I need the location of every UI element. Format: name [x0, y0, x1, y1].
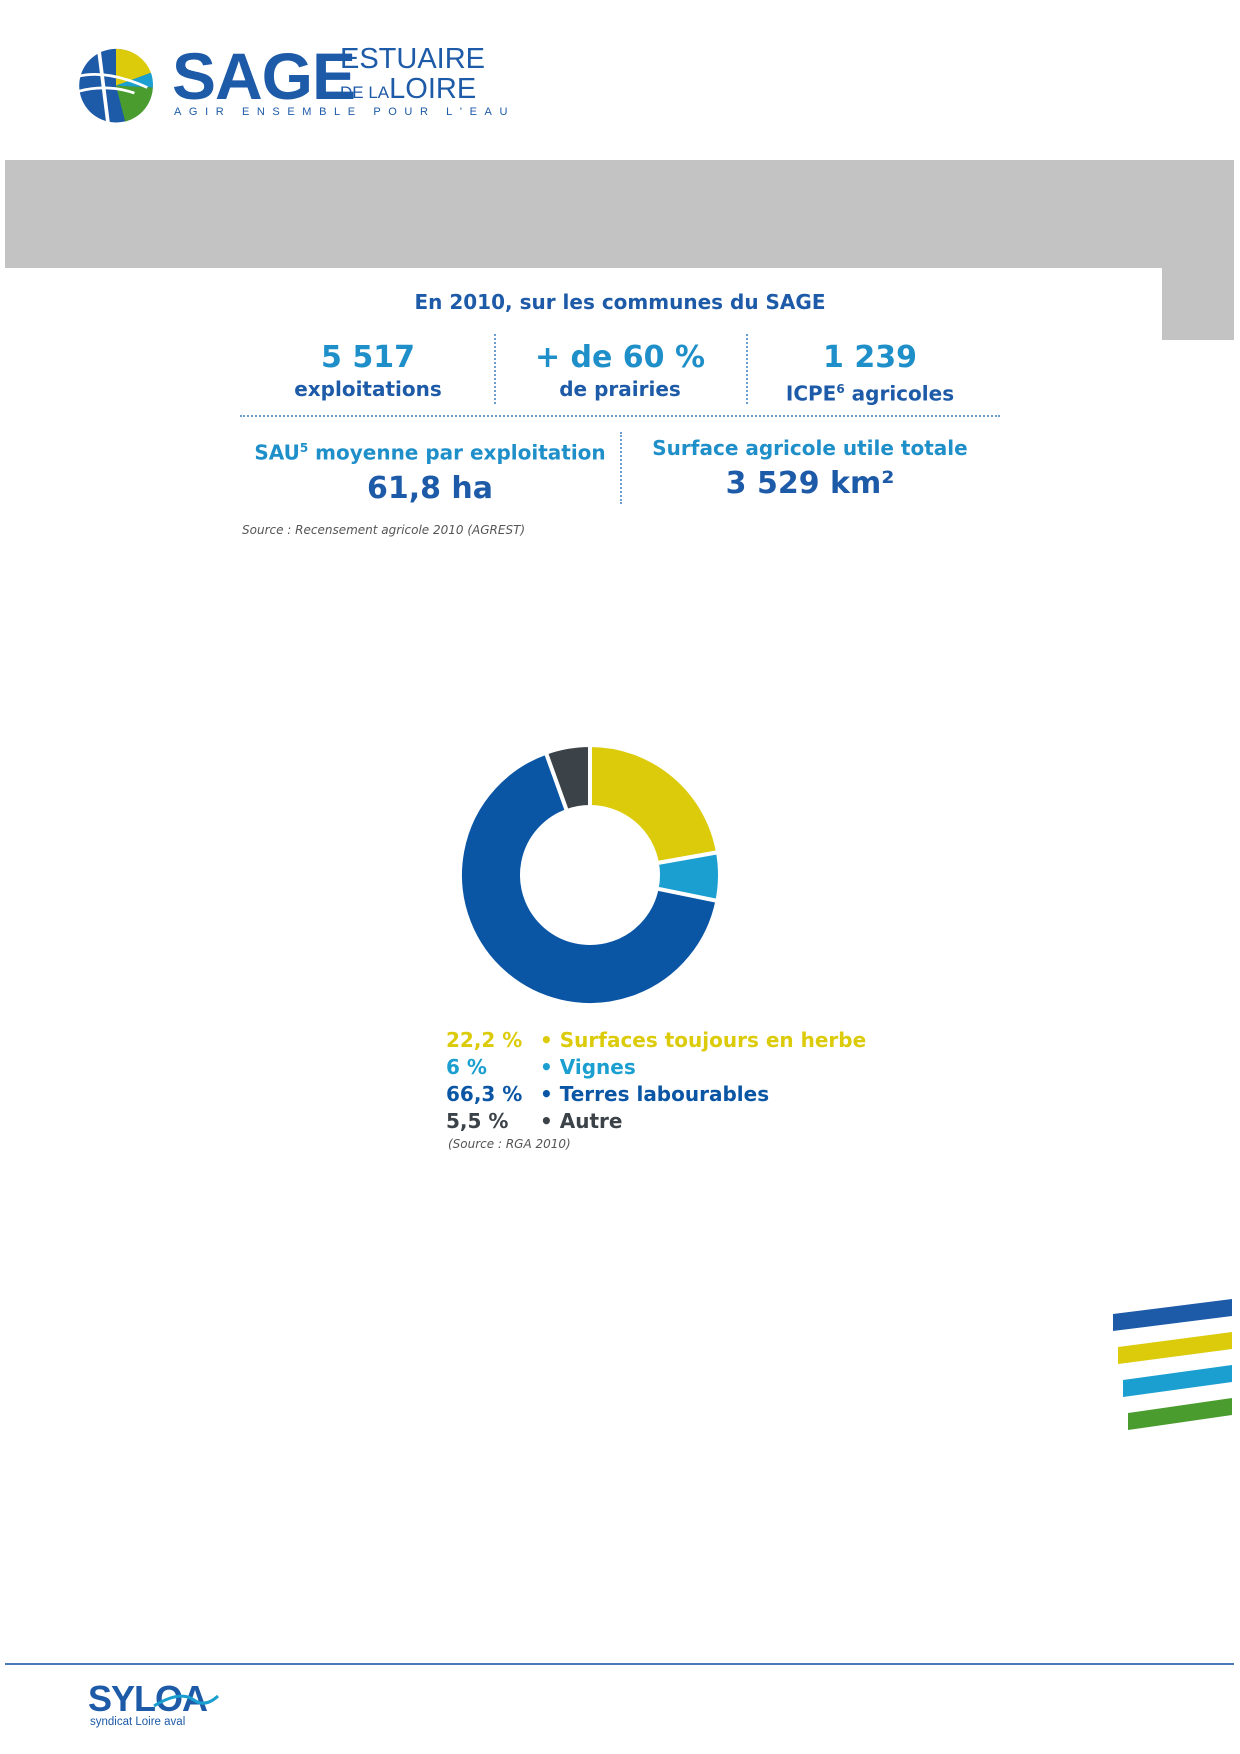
stat-label-pre: ICPE	[785, 381, 837, 406]
stat-value: 5 517	[321, 340, 415, 375]
legend-label: • Surfaces toujours en herbe	[540, 1027, 867, 1052]
legend-row: 22,2 % • Surfaces toujours en herbe	[446, 1026, 866, 1053]
logo-loire-line: DE LALOIRE	[340, 74, 476, 109]
footnote-ref: 5	[299, 441, 309, 455]
logo-estuaire-text: ESTUAIRE	[340, 43, 486, 75]
stat-value: 3 529 km²	[725, 466, 895, 501]
logo-loire-text: LOIRE	[389, 73, 477, 105]
stat-exploitations: 5 517 exploitations	[268, 340, 468, 402]
stat-label-post: moyenne par exploitation	[308, 440, 606, 465]
legend-value: 66,3 %	[446, 1081, 523, 1106]
donut-slices	[458, 742, 722, 1007]
stripe-green	[1128, 1398, 1232, 1430]
donut-slice-terres-labourables	[458, 750, 720, 1007]
donut-slice-surfaces-toujours-en-herbe	[588, 742, 721, 866]
decorative-stripes	[1113, 1299, 1232, 1430]
stats-title: En 2010, sur les communes du SAGE	[414, 290, 826, 314]
syloa-subtitle: syndicat Loire aval	[90, 1716, 186, 1728]
legend-label: • Vignes	[540, 1054, 636, 1079]
sage-logo-mark	[77, 39, 153, 128]
stripe-blue	[1113, 1299, 1232, 1331]
donut-chart	[458, 742, 722, 1007]
syloa-swoosh-icon	[153, 1694, 220, 1708]
stripe-cyan	[1123, 1365, 1232, 1397]
legend-category: Surfaces toujours en herbe	[559, 1027, 867, 1052]
footnote-ref: 6	[836, 382, 845, 396]
legend-label: • Autre	[540, 1108, 623, 1133]
stat-sau-moyenne: SAU5 moyenne par exploitation 61,8 ha	[250, 434, 610, 511]
grey-banner-tab	[1162, 268, 1234, 340]
logo-sage-text: SAGE	[172, 39, 356, 113]
stat-value: 1 239	[823, 340, 917, 375]
legend-label: • Terres labourables	[540, 1081, 770, 1106]
dotted-divider	[620, 432, 622, 504]
legend-row: 6 % • Vignes	[446, 1053, 866, 1080]
dotted-divider	[494, 334, 496, 404]
legend-row: 66,3 % • Terres labourables	[446, 1080, 866, 1107]
legend-value: 5,5 %	[446, 1108, 509, 1133]
logo-dela-text: DE LA	[340, 83, 390, 102]
legend-category: Terres labourables	[559, 1081, 770, 1106]
stats-source: Source : Recensement agricole 2010 (AGRE…	[242, 523, 526, 537]
stat-label: SAU5 moyenne par exploitation	[250, 434, 610, 467]
logo-tagline: AGIR ENSEMBLE POUR L'EAU	[174, 106, 515, 118]
grey-banner	[5, 160, 1234, 268]
stat-value: 61,8 ha	[366, 470, 494, 506]
chart-legend: 22,2 % • Surfaces toujours en herbe 6 % …	[446, 1026, 866, 1134]
stat-label: de prairies	[559, 377, 681, 401]
legend-value: 22,2 %	[446, 1027, 523, 1052]
stripe-yellow	[1118, 1332, 1232, 1364]
legend-row: 5,5 % • Autre	[446, 1107, 866, 1134]
legend-category: Autre	[559, 1108, 623, 1133]
stat-label: ICPE6 agricoles	[770, 376, 970, 407]
stat-surface-totale: Surface agricole utile totale 3 529 km²	[640, 434, 980, 506]
legend-category: Vignes	[559, 1054, 636, 1079]
dotted-separator	[240, 415, 1000, 417]
stat-label-post: agricoles	[844, 381, 955, 406]
stat-label: Surface agricole utile totale	[652, 436, 968, 460]
legend-value: 6 %	[446, 1054, 487, 1079]
donut-slice-autre	[543, 742, 592, 814]
stat-label: exploitations	[294, 377, 442, 401]
stat-icpe: 1 239 ICPE6 agricoles	[770, 340, 970, 407]
stat-prairies: + de 60 % de prairies	[520, 340, 720, 402]
stat-label-pre: SAU	[254, 440, 300, 465]
chart-source: (Source : RGA 2010)	[448, 1137, 571, 1151]
stat-value: + de 60 %	[534, 340, 706, 375]
footer-divider	[5, 1663, 1234, 1665]
dotted-divider	[746, 334, 748, 404]
